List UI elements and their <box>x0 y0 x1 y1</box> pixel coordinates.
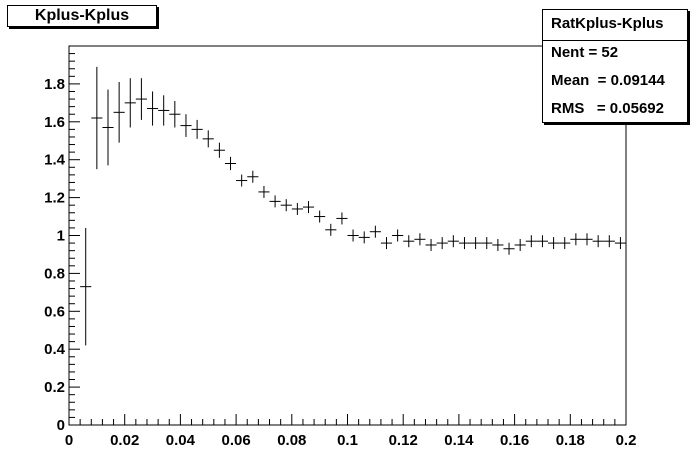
stats-name: RatKplus-Kplus <box>551 15 664 32</box>
y-tick-label: 1 <box>57 228 65 245</box>
x-tick-label: 0.14 <box>444 432 474 449</box>
y-tick-label: 0 <box>57 417 65 434</box>
x-tick-label: 0.04 <box>166 432 196 449</box>
x-tick-label: 0.1 <box>337 432 358 449</box>
y-tick-label: 1.6 <box>44 114 65 131</box>
stats-mean: Mean = 0.09144 <box>551 72 665 89</box>
y-tick-label: 0.6 <box>44 303 65 320</box>
x-tick-label: 0.2 <box>616 432 637 449</box>
stats-entries: Nent = 52 <box>551 44 619 61</box>
y-tick-label: 0.8 <box>44 265 65 282</box>
y-tick-label: 1.4 <box>44 152 66 169</box>
stats-box: RatKplus-Kplus Nent = 52 Mean = 0.09144 … <box>542 9 688 123</box>
stats-divider <box>543 40 687 41</box>
x-tick-label: 0.06 <box>221 432 250 449</box>
y-tick-label: 1.2 <box>44 190 65 207</box>
x-tick-label: 0 <box>65 432 73 449</box>
histogram-title: Kplus-Kplus <box>7 5 157 27</box>
x-tick-label: 0.08 <box>277 432 306 449</box>
stats-rms: RMS = 0.05692 <box>551 100 664 117</box>
y-tick-label: 0.4 <box>44 341 66 358</box>
x-tick-label: 0.16 <box>500 432 529 449</box>
y-tick-label: 0.2 <box>44 379 65 396</box>
y-tick-label: 1.8 <box>44 76 65 93</box>
x-tick-label: 0.18 <box>556 432 585 449</box>
x-tick-label: 0.02 <box>110 432 139 449</box>
x-tick-label: 0.12 <box>389 432 418 449</box>
